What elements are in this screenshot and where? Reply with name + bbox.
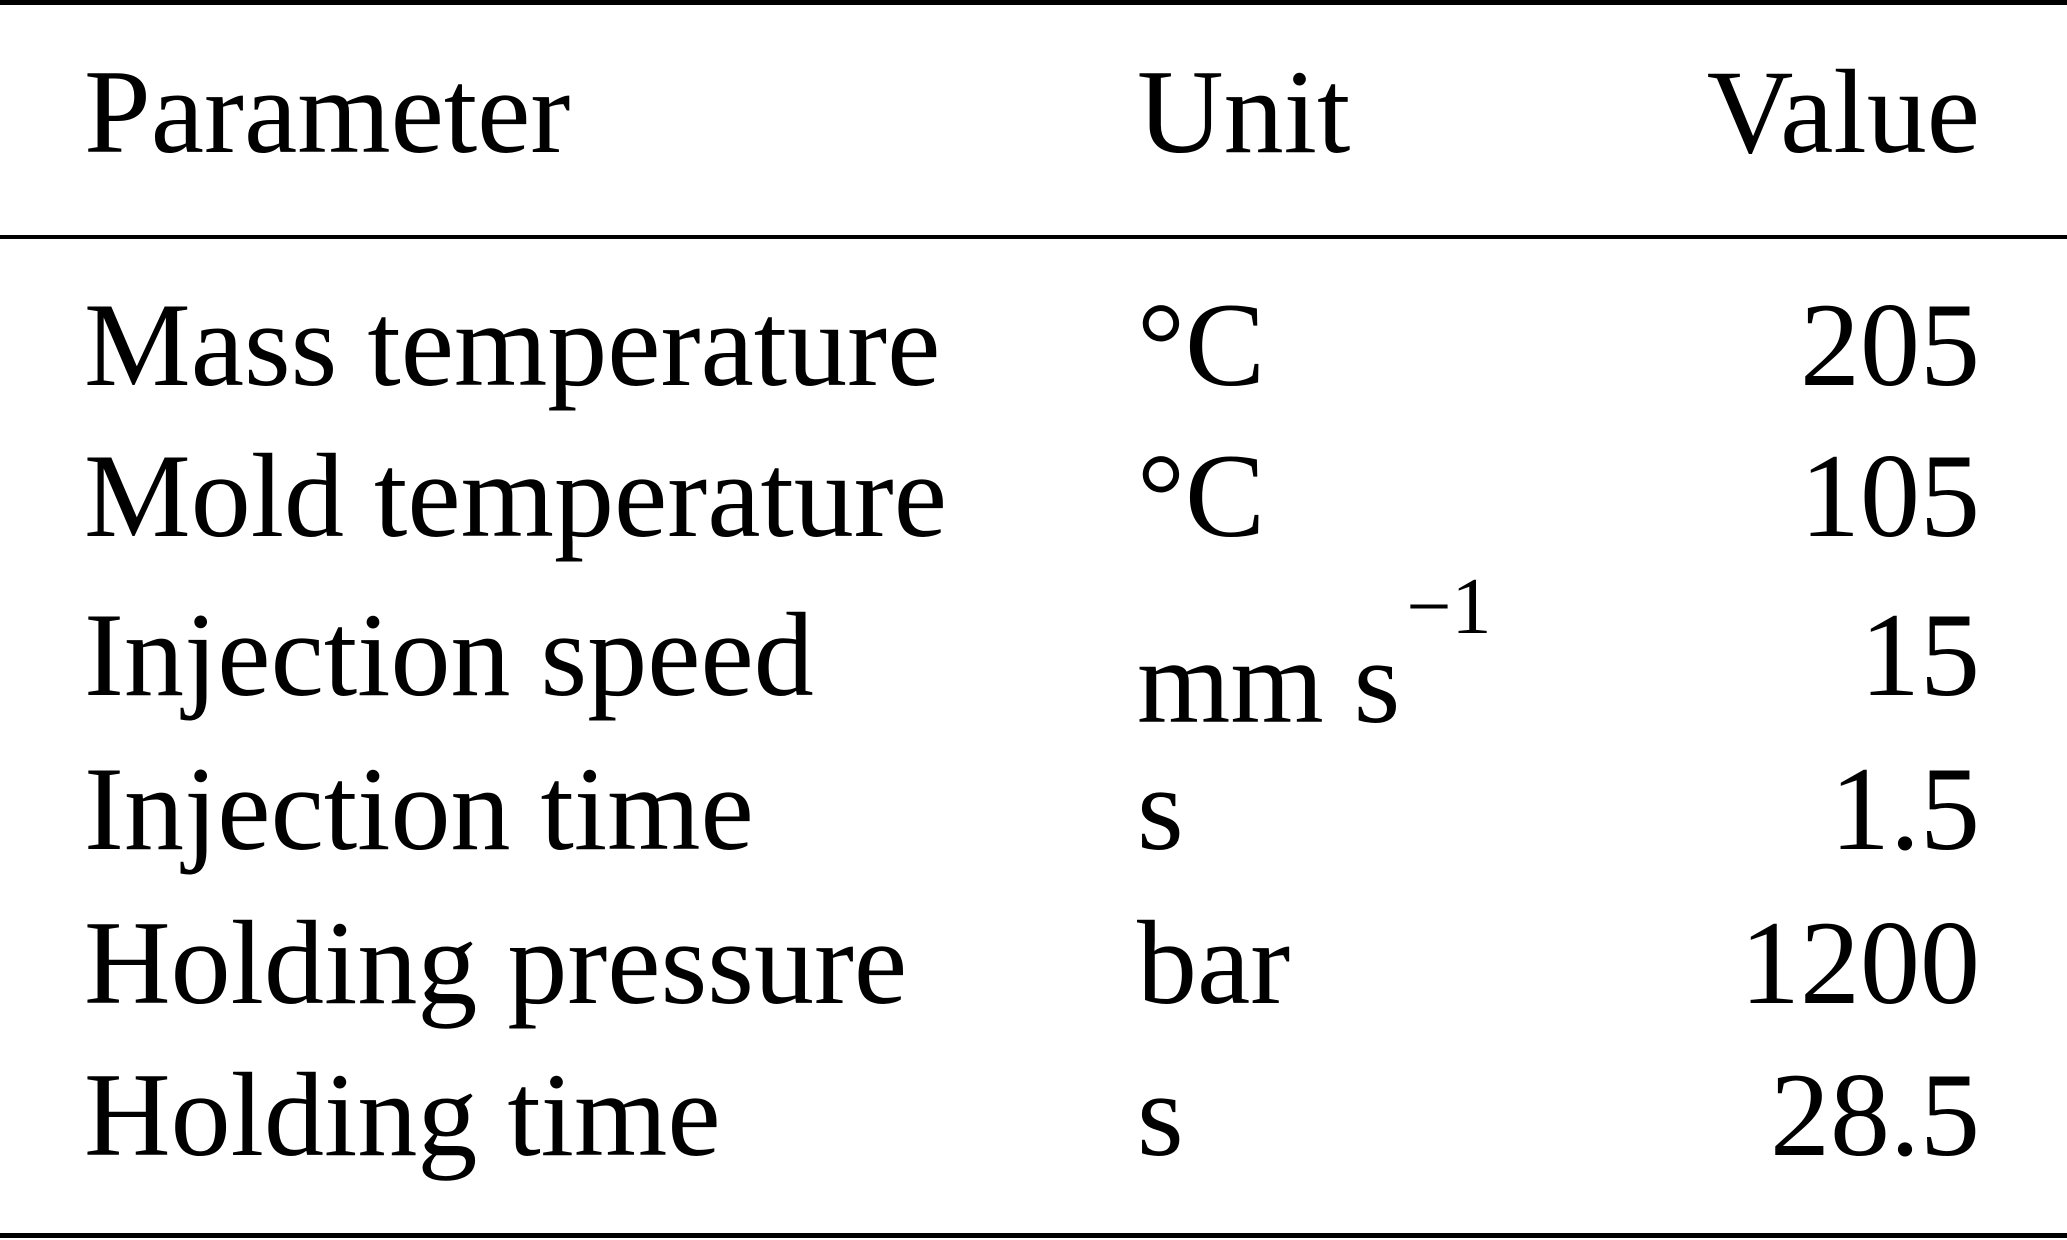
table-row: Mass temperature °C 205 [0,270,2067,420]
table-row: Mold temperature °C 105 [0,421,2067,571]
header-parameter: Parameter [84,45,571,178]
row-value: 1200 [1740,896,1980,1029]
row-value: 105 [1800,429,1980,562]
table-header-row: Parameter Unit Value [0,37,2067,187]
top-rule [0,0,2067,5]
header-unit: Unit [1137,45,1351,178]
row-unit-main: bar [1137,896,1291,1029]
row-value: 28.5 [1770,1048,1980,1181]
row-unit: mm s−1 [1137,563,1492,757]
row-unit-superscript: −1 [1406,563,1492,651]
table-row: Injection time s 1.5 [0,734,2067,884]
header-rule [0,235,2067,239]
row-unit: °C [1137,270,1265,420]
row-value: 1.5 [1830,742,1980,875]
table-row: Injection speed mm s−1 15 [0,563,2067,748]
row-value: 205 [1800,278,1980,411]
row-parameter: Mass temperature [84,278,941,411]
row-parameter: Injection speed [84,588,814,721]
header-value: Value [1706,45,1980,178]
row-unit-main: mm s [1137,615,1401,748]
row-unit-main: s [1137,1048,1184,1181]
row-parameter: Holding pressure [84,896,908,1029]
row-unit: bar [1137,888,1290,1038]
row-parameter: Holding time [84,1048,721,1181]
row-unit-main: °C [1137,429,1266,562]
table-row: Holding pressure bar 1200 [0,888,2067,1038]
row-unit-main: °C [1137,278,1266,411]
row-unit: s [1137,734,1184,884]
row-unit: s [1137,1040,1184,1190]
table-row: Holding time s 28.5 [0,1040,2067,1190]
row-unit-main: s [1137,742,1184,875]
row-value: 15 [1860,588,1980,721]
row-parameter: Mold temperature [84,429,948,562]
row-parameter: Injection time [84,742,754,875]
row-unit: °C [1137,421,1265,571]
bottom-rule [0,1233,2067,1238]
